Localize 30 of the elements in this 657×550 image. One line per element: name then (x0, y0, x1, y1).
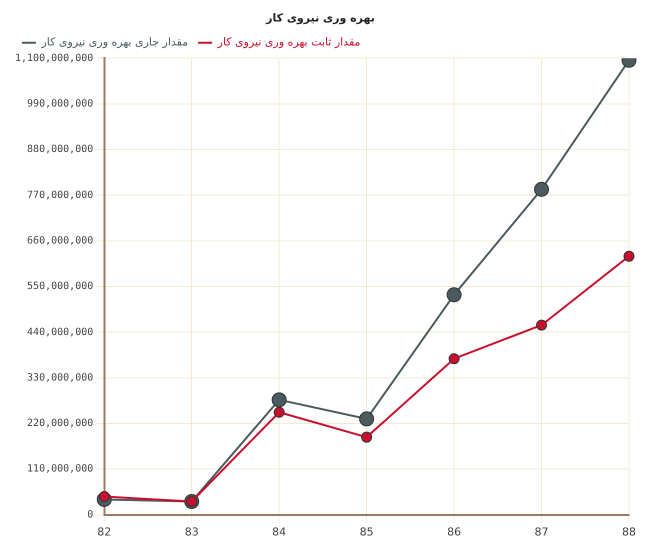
point (359, 411, 374, 426)
y-tick-label: 880,000,000 (27, 144, 94, 156)
legend-label: مقدار جاری بهره وری نیروی کار (40, 36, 188, 49)
x-tick-label: 88 (622, 525, 636, 538)
y-tick-label: 110,000,000 (27, 464, 94, 475)
x-tick-label: 82 (97, 525, 112, 538)
chart-title: بهره وری نیروی کار (265, 11, 375, 24)
y-tick-label: 1,100,000,000 (14, 52, 94, 64)
y-tick-label: 660,000,000 (27, 235, 94, 246)
x-tick-label: 86 (447, 525, 462, 538)
legend-label: مقدار ثابت بهره وری نیروی کار (216, 36, 361, 49)
y-tick-label: 0 (87, 509, 94, 520)
x-tick-label: 84 (272, 525, 286, 538)
y-tick-label: 770,000,000 (27, 190, 94, 201)
point (624, 250, 634, 262)
point (446, 287, 462, 302)
x-tick-label: 87 (534, 525, 549, 538)
point (272, 392, 287, 408)
x-tick-label: 83 (184, 525, 199, 538)
point (361, 432, 372, 443)
point (274, 406, 285, 418)
x-tick-label: 85 (360, 525, 374, 538)
point (448, 353, 460, 364)
y-tick-label: 220,000,000 (27, 418, 94, 430)
y-tick-label: 990,000,000 (27, 98, 94, 110)
y-tick-label: 440,000,000 (27, 326, 94, 338)
y-tick-label: 550,000,000 (27, 281, 94, 292)
y-tick-label: 330,000,000 (27, 372, 94, 384)
point (536, 320, 548, 331)
point (534, 182, 550, 197)
